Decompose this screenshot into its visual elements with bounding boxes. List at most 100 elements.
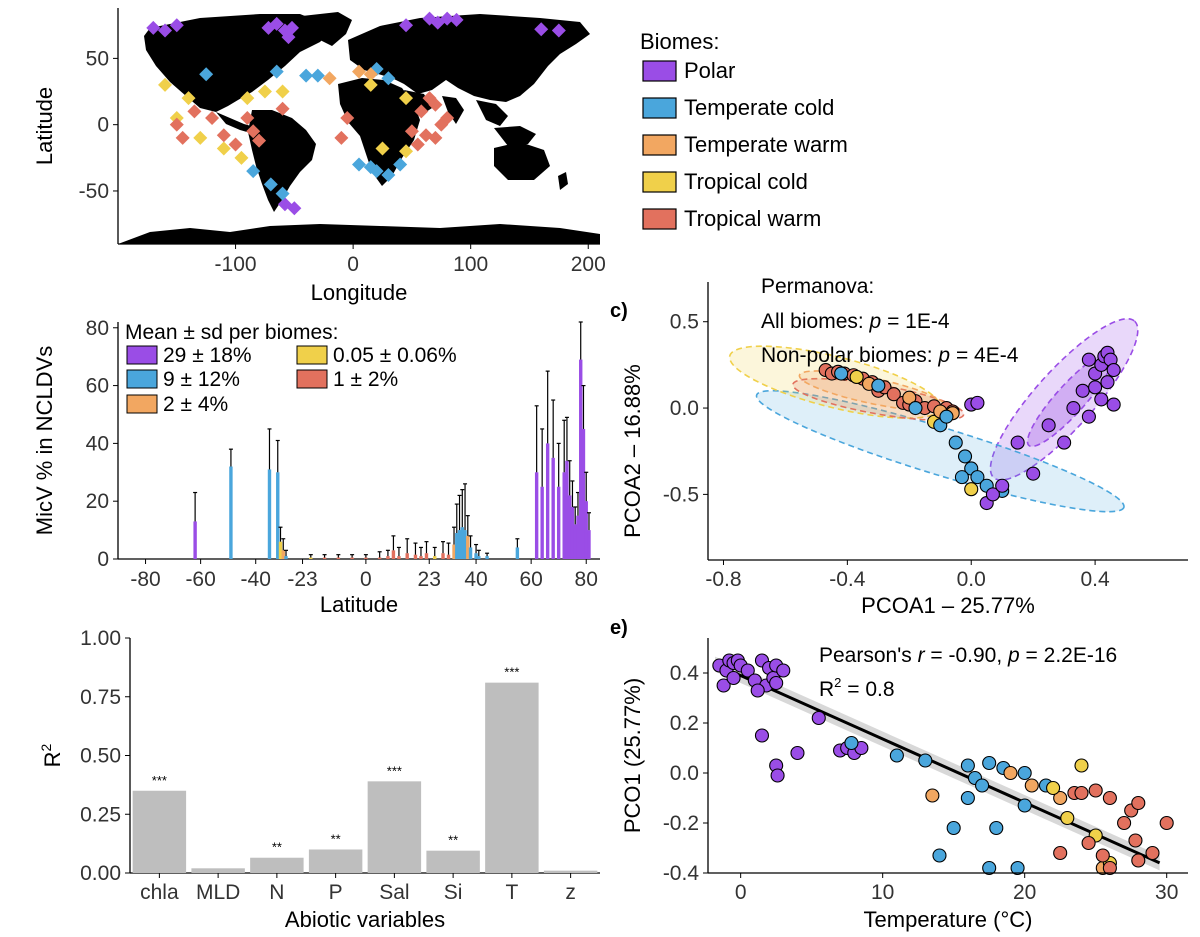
pcoa-point bbox=[908, 400, 923, 416]
latitude-bar bbox=[193, 521, 197, 559]
r2-y-axis-label: R2 bbox=[38, 743, 65, 767]
r2-bar bbox=[485, 682, 539, 873]
temperature-point bbox=[1128, 833, 1143, 848]
map-x-tick-label: 100 bbox=[453, 253, 488, 276]
pcoa-point bbox=[834, 366, 849, 381]
latbar-y-axis-label: MicV % in NCLDVs bbox=[32, 346, 57, 535]
pcoa-y-tick-label: 0.5 bbox=[670, 311, 699, 334]
temperature-point bbox=[1017, 798, 1032, 813]
temperature-point bbox=[989, 820, 1004, 836]
latbar-x-axis-label: Latitude bbox=[320, 592, 398, 617]
map-point bbox=[393, 157, 408, 172]
latitude-bar bbox=[413, 554, 418, 559]
r2-bar bbox=[426, 850, 480, 873]
latitude-bar bbox=[309, 557, 313, 559]
map-point bbox=[334, 130, 349, 145]
world-landmass bbox=[118, 12, 600, 244]
pcoa-point bbox=[964, 482, 979, 497]
permanova-title: Permanova: bbox=[761, 275, 874, 298]
legend-label: Polar bbox=[684, 58, 735, 83]
map-x-tick-label: 0 bbox=[347, 253, 359, 276]
latitude-bar bbox=[463, 530, 467, 559]
map-point bbox=[240, 91, 255, 106]
temperature-point bbox=[1053, 790, 1068, 806]
r2-y-tick-label: 0.00 bbox=[80, 862, 121, 885]
map-point bbox=[440, 111, 455, 126]
map-point bbox=[269, 16, 284, 31]
temperature-point bbox=[716, 678, 731, 693]
r2-y-axis-label-sup: 2 bbox=[38, 743, 54, 751]
map-point bbox=[216, 141, 231, 156]
latitude-bar bbox=[284, 556, 288, 559]
latbar-legend-title: Mean ± sd per biomes: bbox=[125, 321, 338, 344]
pcoa-point bbox=[957, 449, 973, 464]
pcoa-point bbox=[1106, 363, 1121, 378]
temperature-point bbox=[844, 735, 859, 751]
legend-swatch bbox=[642, 171, 677, 193]
latbar-x-tick-label: 0 bbox=[360, 568, 372, 591]
temperature-axes: 0 10 20 30 -0.4 -0.2 0.0 0.2 0.4 Temperature (°C)… bbox=[620, 638, 1188, 932]
map-point bbox=[399, 144, 414, 159]
latbar-legend-label: 29 ± 18% bbox=[163, 344, 252, 367]
latitude-bar bbox=[441, 553, 445, 559]
pcoa-point bbox=[995, 478, 1010, 493]
latitude-bar bbox=[405, 553, 409, 559]
pcoa-point bbox=[1081, 352, 1096, 367]
latitude-bar bbox=[515, 547, 520, 559]
map-point bbox=[352, 157, 366, 172]
r2-y-axis-label-main: R bbox=[40, 751, 65, 767]
map-point bbox=[216, 128, 231, 143]
r2-bar bbox=[543, 870, 598, 873]
significance-label: ** bbox=[448, 833, 458, 848]
latitude-bar bbox=[267, 469, 272, 559]
latitude-bar bbox=[485, 556, 489, 559]
panel-map: -100 0 100 200 -50 0 50 Longitude Latitude bbox=[32, 8, 606, 305]
regression-fit bbox=[714, 656, 1161, 871]
temp-x-tick-label: 20 bbox=[1013, 881, 1036, 904]
map-y-tick-label: 0 bbox=[97, 114, 109, 137]
regression-line bbox=[714, 662, 1161, 865]
latitude-bar bbox=[587, 530, 591, 559]
legend-label: Temperate warm bbox=[684, 132, 848, 157]
pcoa-point bbox=[1088, 380, 1103, 395]
latbar-x-tick-label: 80 bbox=[575, 568, 598, 591]
latbar-x-tick-label: 40 bbox=[464, 568, 487, 591]
r2-bar bbox=[367, 781, 422, 873]
legend-label: Temperate cold bbox=[684, 95, 834, 120]
map-point bbox=[240, 111, 255, 126]
legend-swatch bbox=[642, 60, 677, 82]
temperature-point bbox=[1117, 815, 1132, 831]
temperature-point bbox=[754, 728, 770, 743]
map-point bbox=[287, 201, 302, 216]
permanova-annotation: Permanova: All biomes: p = 1E-4 Non-pola… bbox=[761, 275, 1019, 367]
pearson-annotation: Pearson's r = -0.90, p = 2.2E-16 R2 = 0.… bbox=[819, 644, 1117, 701]
map-point bbox=[252, 133, 267, 148]
latbar-legend-label: 2 ± 4% bbox=[163, 393, 228, 416]
latitude-bar bbox=[446, 554, 451, 559]
temperature-point bbox=[1010, 860, 1025, 876]
pcoa-point bbox=[939, 409, 954, 424]
temperature-point bbox=[1017, 765, 1032, 781]
pcoa-point bbox=[970, 395, 985, 410]
legend-swatch bbox=[642, 97, 677, 119]
temperature-point bbox=[1046, 780, 1061, 796]
latbar-x-tick-label: -23 bbox=[287, 568, 317, 591]
latitude-bar bbox=[457, 530, 462, 559]
map-point bbox=[181, 91, 196, 106]
panel-pcoa: c) -0.8 -0.4 0.0 0.4 -0.5 0.0 0.5 PCOA1 – 25.77… bbox=[610, 275, 1188, 618]
latbar-legend-label: 9 ± 12% bbox=[163, 368, 240, 391]
map-point bbox=[275, 101, 290, 116]
map-point bbox=[158, 23, 173, 38]
latbar-legend-swatch bbox=[126, 369, 158, 389]
map-point bbox=[284, 20, 299, 35]
pcoa-point bbox=[1106, 397, 1121, 412]
latbar-y-tick-label: 0 bbox=[97, 548, 109, 571]
latitude-bar bbox=[424, 553, 429, 559]
temp-y-tick-label: 0.4 bbox=[670, 662, 700, 685]
r2-x-tick-label: T bbox=[505, 881, 518, 904]
map-point bbox=[428, 97, 443, 112]
pcoa-x-axis-label: PCOA1 – 25.77% bbox=[861, 593, 1035, 618]
map-point bbox=[551, 23, 566, 38]
latitude-bar bbox=[545, 443, 550, 559]
